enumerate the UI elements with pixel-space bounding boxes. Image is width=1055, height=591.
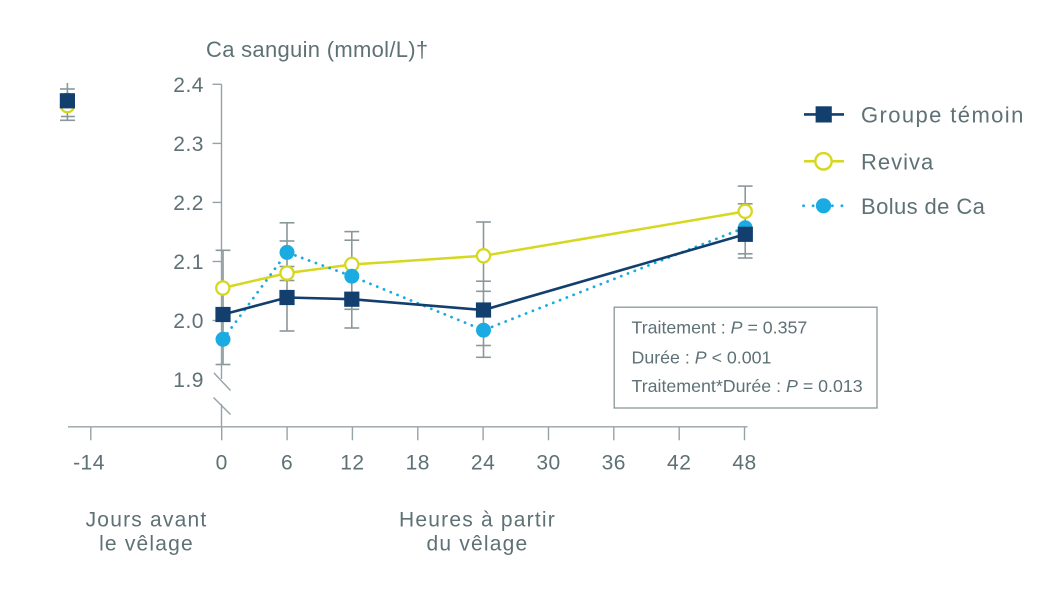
svg-text:2.2: 2.2 — [173, 192, 204, 215]
svg-text:0: 0 — [216, 452, 228, 475]
svg-text:1.9: 1.9 — [173, 369, 204, 392]
svg-text:Reviva: Reviva — [861, 149, 934, 174]
svg-text:36: 36 — [602, 452, 626, 475]
svg-text:Ca sanguin (mmol/L)†: Ca sanguin (mmol/L)† — [206, 37, 428, 62]
svg-text:Jours avant: Jours avant — [86, 509, 208, 532]
svg-text:Traitement : P = 0.357: Traitement : P = 0.357 — [632, 318, 808, 338]
svg-text:le vêlage: le vêlage — [99, 533, 194, 556]
svg-text:Traitement*Durée : P = 0.013: Traitement*Durée : P = 0.013 — [632, 376, 863, 396]
svg-text:48: 48 — [732, 452, 756, 475]
svg-text:Bolus de Ca: Bolus de Ca — [861, 194, 986, 219]
svg-text:42: 42 — [667, 452, 691, 475]
svg-text:6: 6 — [281, 452, 293, 475]
svg-text:12: 12 — [340, 452, 364, 475]
svg-text:-14: -14 — [73, 452, 105, 475]
svg-text:Heures à partir: Heures à partir — [399, 509, 556, 532]
svg-text:Groupe témoin: Groupe témoin — [861, 102, 1025, 127]
svg-text:24: 24 — [471, 452, 495, 475]
svg-text:du vêlage: du vêlage — [427, 533, 529, 556]
svg-text:2.3: 2.3 — [173, 133, 204, 156]
svg-text:30: 30 — [536, 452, 560, 475]
svg-text:18: 18 — [406, 452, 430, 475]
svg-text:2.4: 2.4 — [173, 74, 204, 97]
svg-text:Durée : P < 0.001: Durée : P < 0.001 — [632, 347, 772, 367]
svg-text:2.1: 2.1 — [173, 251, 204, 274]
svg-text:2.0: 2.0 — [173, 310, 204, 333]
